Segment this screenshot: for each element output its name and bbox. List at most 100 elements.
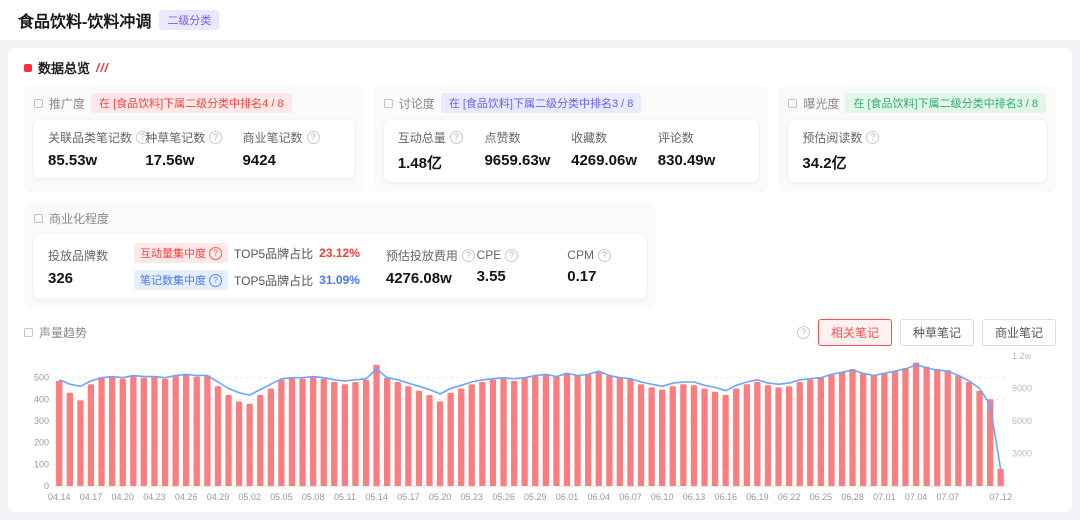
svg-text:04.26: 04.26 xyxy=(175,492,198,502)
chip-label: 笔记数集中度 xyxy=(140,275,207,287)
svg-text:05.29: 05.29 xyxy=(524,492,547,502)
trend-chart: 0 100 200 300 400 500 3000 6000 9000 1.2w 04.14 04.… xyxy=(24,350,1056,512)
commercialization-icon xyxy=(34,214,43,223)
trend-icon xyxy=(24,328,33,337)
metric: 种草笔记数 17.56w xyxy=(145,129,242,169)
metric-value: 4269.06w xyxy=(571,152,637,169)
metric-value: 0.17 xyxy=(567,268,597,285)
metric-value: 9659.63w xyxy=(484,152,551,169)
svg-text:04.14: 04.14 xyxy=(48,492,71,502)
svg-text:06.10: 06.10 xyxy=(651,492,674,502)
info-icon[interactable] xyxy=(209,131,223,144)
promotion-icon xyxy=(34,98,43,108)
svg-text:05.20: 05.20 xyxy=(429,492,452,502)
svg-text:05.14: 05.14 xyxy=(365,492,388,502)
metric-label: 预估阅读数 xyxy=(802,131,863,145)
metric: 预估阅读数 34.2亿 xyxy=(802,129,1032,173)
svg-text:06.22: 06.22 xyxy=(778,492,801,502)
svg-text:6000: 6000 xyxy=(1012,416,1032,426)
interaction-concentration-row: 互动量集中度 TOP5品牌占比 23.12% xyxy=(134,243,360,263)
cpe-metric: CPE 3.55 xyxy=(477,248,542,285)
tab-commercial-notes[interactable]: 商业笔记 xyxy=(981,319,1056,346)
discussion-icon xyxy=(383,98,393,108)
metric-label: CPM xyxy=(567,248,594,262)
metric-label: 互动总量 xyxy=(397,131,446,145)
chip-label: 互动量集中度 xyxy=(140,248,207,260)
note-concentration-row: 笔记数集中度 TOP5品牌占比 31.09% xyxy=(134,270,360,290)
discussion-group: 讨论度 在 [食品饮料]下属二级分类中排名3 / 8 互动总量 1.48亿 点赞… xyxy=(373,85,769,192)
info-icon[interactable] xyxy=(136,131,150,144)
svg-text:06.28: 06.28 xyxy=(841,492,864,502)
svg-text:07.04: 07.04 xyxy=(905,492,928,502)
group-label: 推广度 xyxy=(49,96,86,111)
tab-related-notes[interactable]: 相关笔记 xyxy=(817,319,892,346)
tab-seeding-notes[interactable]: 种草笔记 xyxy=(899,319,974,346)
info-icon[interactable] xyxy=(597,248,611,262)
metric-value: 326 xyxy=(48,269,74,287)
info-icon[interactable] xyxy=(796,326,810,339)
svg-text:06.13: 06.13 xyxy=(683,492,706,502)
svg-text:400: 400 xyxy=(34,394,49,404)
cpm-metric: CPM 0.17 xyxy=(567,248,632,285)
commercialization-card: 投放品牌数 326 互动量集中度 TOP5品牌占比 23.12% 笔记数集中度 … xyxy=(34,234,646,299)
metric-value: 3.55 xyxy=(476,268,506,285)
section-title: 数据总览 xyxy=(38,61,91,76)
svg-text:05.02: 05.02 xyxy=(238,492,261,502)
svg-text:04.20: 04.20 xyxy=(112,492,135,502)
metric-value: 34.2亿 xyxy=(802,155,847,172)
top5-share-value: 31.09% xyxy=(319,273,360,287)
svg-text:06.25: 06.25 xyxy=(810,492,833,502)
metric-card: 互动总量 1.48亿 点赞数 9659.63w 收藏数 4269.06w 评论数… xyxy=(383,120,759,182)
svg-text:05.08: 05.08 xyxy=(302,492,325,502)
svg-text:06.01: 06.01 xyxy=(556,492,579,502)
metric-label: CPE xyxy=(476,248,502,262)
top5-share-label: TOP5品牌占比 xyxy=(234,246,314,261)
svg-text:07.12: 07.12 xyxy=(989,492,1012,502)
svg-text:0: 0 xyxy=(44,481,49,491)
metric-value: 9424 xyxy=(242,152,276,169)
svg-text:05.26: 05.26 xyxy=(492,492,515,502)
metric-value: 17.56w xyxy=(145,152,195,169)
metric-value: 85.53w xyxy=(48,152,98,169)
metric-card: 关联品类笔记数 85.53w 种草笔记数 17.56w 商业笔记数 9424 xyxy=(34,120,354,178)
trend-header: 声量趋势 相关笔记 种草笔记 商业笔记 xyxy=(24,319,1056,346)
section-title-row: 数据总览 xyxy=(24,58,1056,77)
rank-badge: 在 [食品饮料]下属二级分类中排名3 / 8 xyxy=(845,93,1046,113)
svg-text:9000: 9000 xyxy=(1012,384,1032,394)
metric: 商业笔记数 9424 xyxy=(243,129,340,169)
info-icon[interactable] xyxy=(209,246,223,260)
info-icon[interactable] xyxy=(306,131,320,144)
exposure-group: 曝光度 在 [食品饮料]下属二级分类中排名3 / 8 预估阅读数 34.2亿 xyxy=(778,85,1056,192)
svg-text:200: 200 xyxy=(34,438,49,448)
info-icon[interactable] xyxy=(461,248,475,262)
svg-text:07.07: 07.07 xyxy=(937,492,960,502)
svg-text:07.01: 07.01 xyxy=(873,492,896,502)
svg-text:04.17: 04.17 xyxy=(80,492,103,502)
metric: 评论数 830.49w xyxy=(658,129,745,173)
rank-badge: 在 [食品饮料]下属二级分类中排名3 / 8 xyxy=(440,93,642,113)
info-icon[interactable] xyxy=(449,131,463,144)
exposure-icon xyxy=(788,98,798,108)
rank-badge: 在 [食品饮料]下属二级分类中排名4 / 8 xyxy=(91,93,292,113)
metric-label: 种草笔记数 xyxy=(145,131,206,145)
note-concentration-badge: 笔记数集中度 xyxy=(134,270,229,290)
group-label: 讨论度 xyxy=(398,96,435,111)
group-label: 商业化程度 xyxy=(49,212,110,226)
svg-text:04.29: 04.29 xyxy=(207,492,230,502)
metric-label: 商业笔记数 xyxy=(242,131,303,145)
commercialization-group: 商业化程度 投放品牌数 326 互动量集中度 TOP5品牌占比 23.12% 笔… xyxy=(24,202,656,309)
metric-label: 关联品类笔记数 xyxy=(48,131,133,145)
metric-value: 1.48亿 xyxy=(397,155,442,172)
info-icon[interactable] xyxy=(866,131,880,144)
estimated-cost-metric: 预估投放费用 4276.08w xyxy=(386,247,475,287)
svg-text:04.23: 04.23 xyxy=(143,492,166,502)
info-icon[interactable] xyxy=(209,273,223,287)
metric: 关联品类笔记数 85.53w xyxy=(48,129,150,169)
svg-text:100: 100 xyxy=(34,459,49,469)
svg-text:500: 500 xyxy=(34,373,49,383)
metric: 收藏数 4269.06w xyxy=(571,129,658,173)
svg-text:06.19: 06.19 xyxy=(746,492,769,502)
metric-label: 评论数 xyxy=(657,131,694,145)
info-icon[interactable] xyxy=(505,248,519,262)
category-level-badge: 二级分类 xyxy=(159,10,220,30)
